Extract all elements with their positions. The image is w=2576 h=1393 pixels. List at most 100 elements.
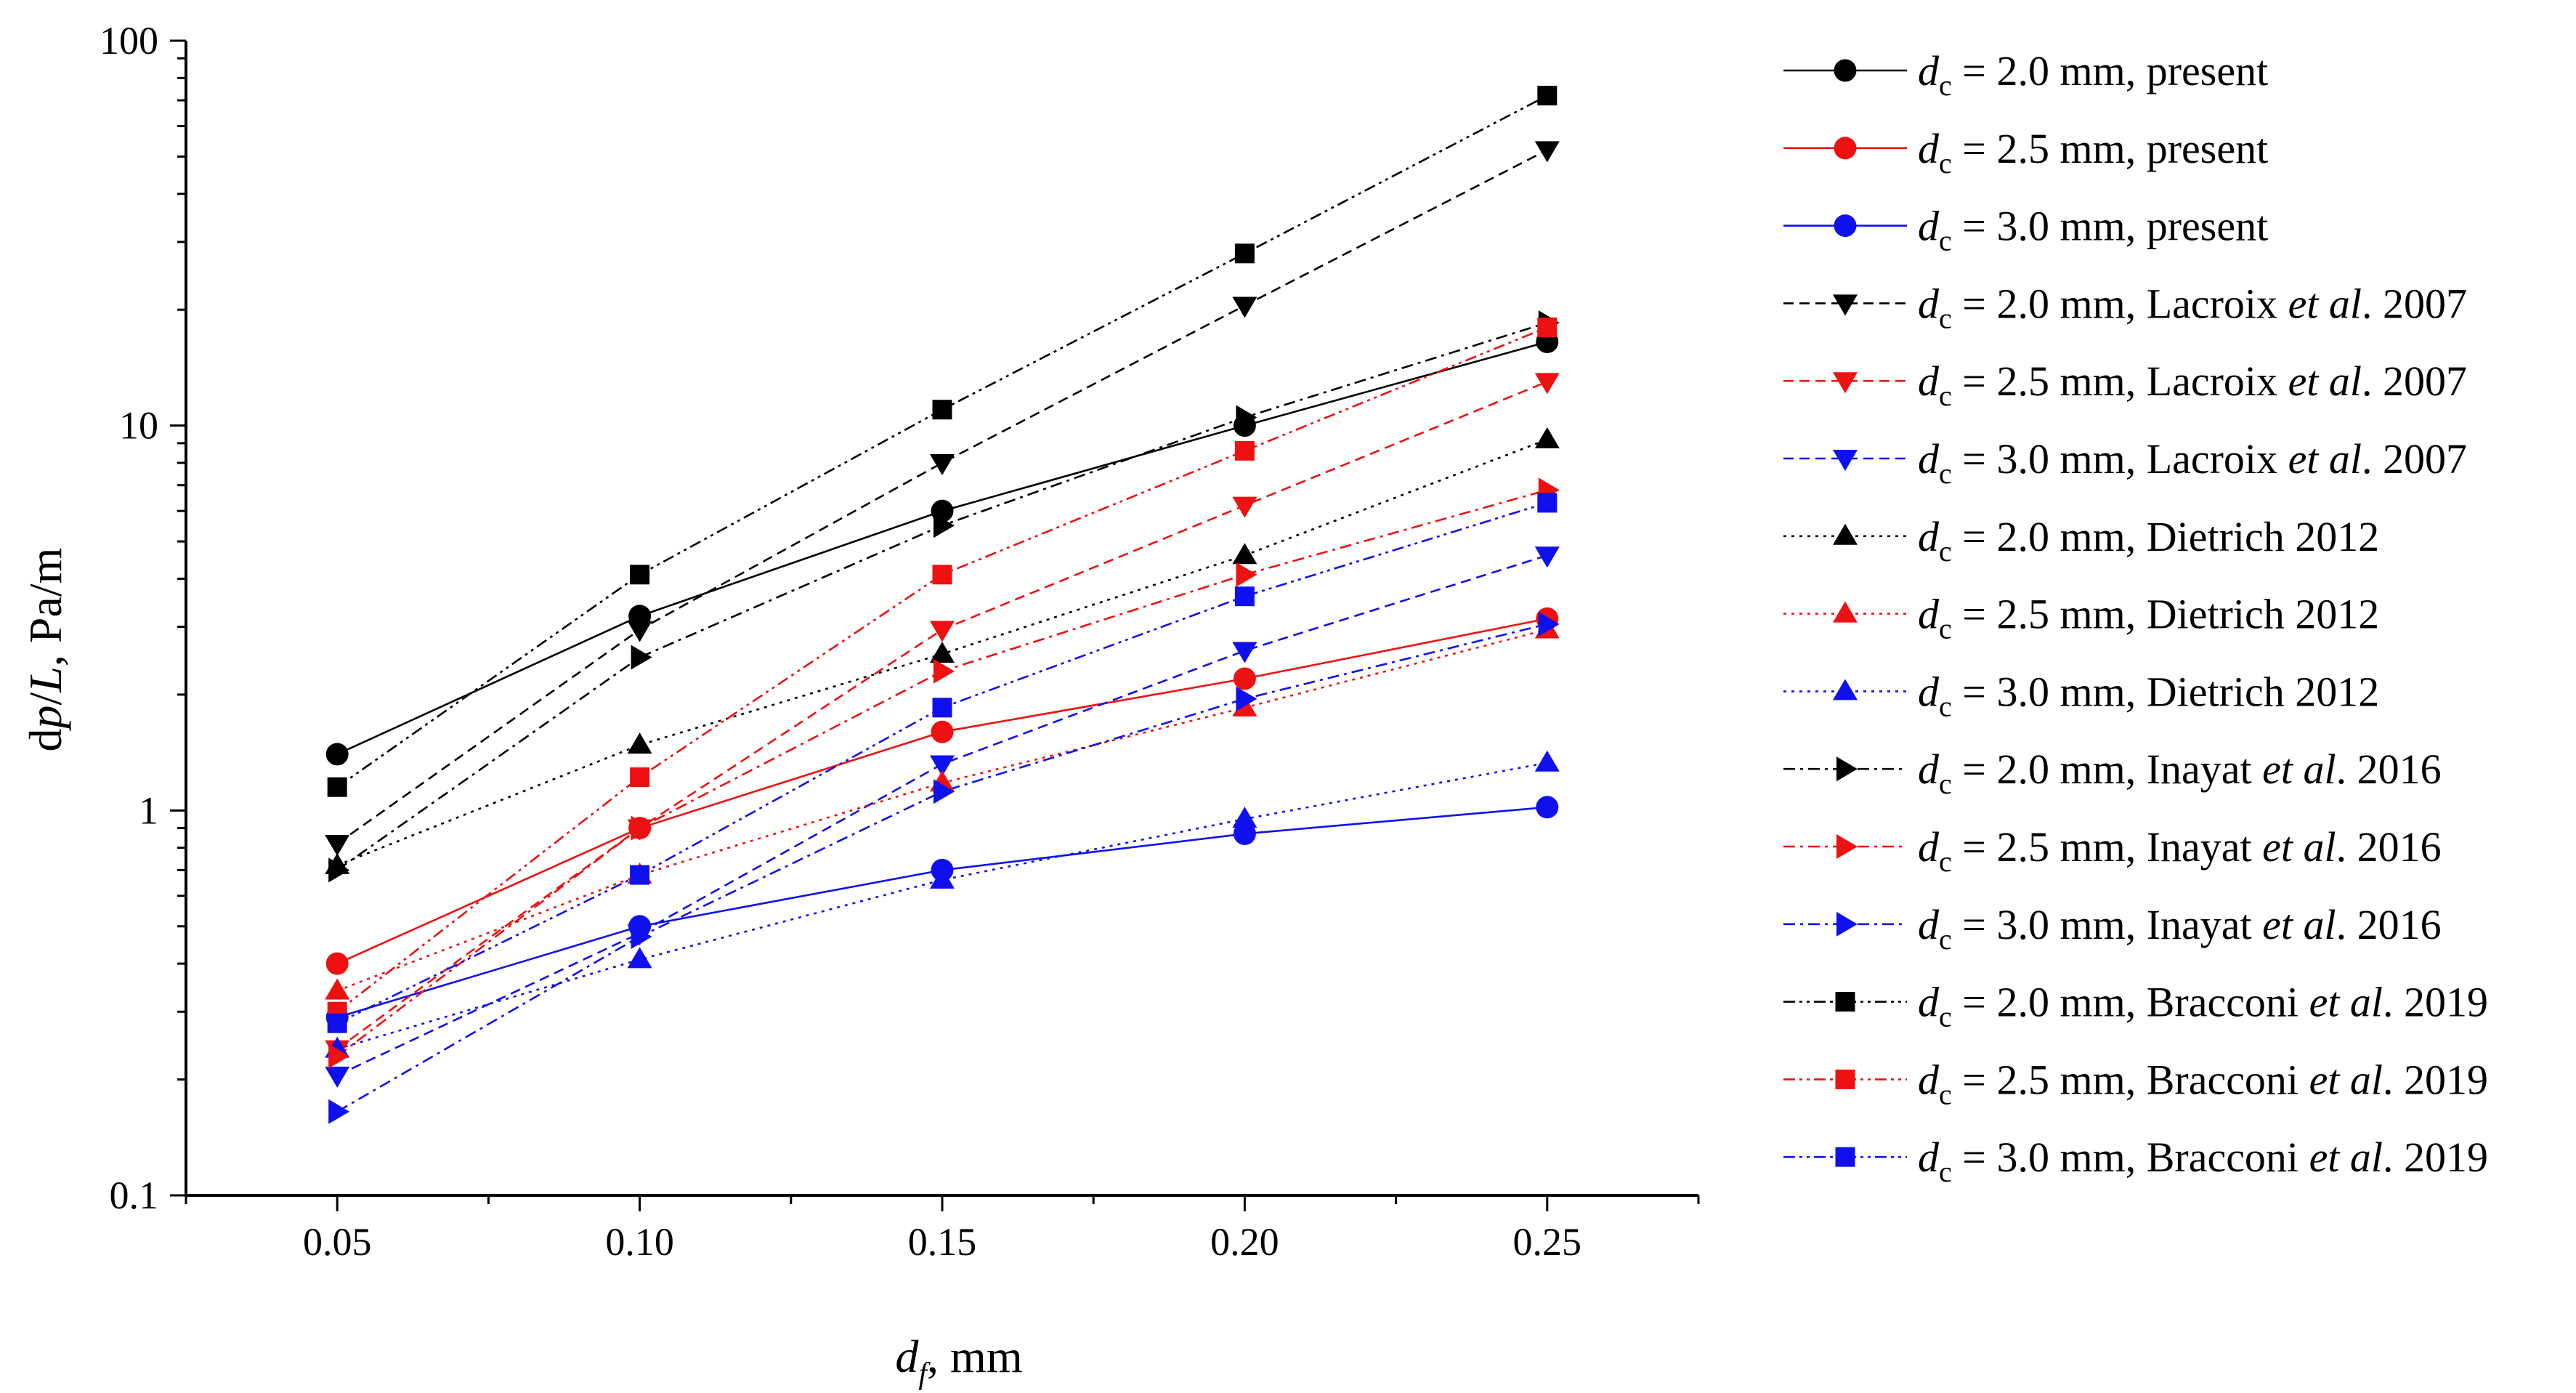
x-axis-label: df, mm	[895, 1331, 1022, 1391]
legend-label: dc = 3.0 mm, Lacroix et al. 2007	[1918, 435, 2467, 490]
data-point	[1233, 822, 1256, 845]
legend-label: dc = 2.5 mm, present	[1918, 125, 2268, 179]
data-point	[1232, 543, 1257, 565]
data-point	[933, 513, 955, 538]
data-point	[325, 952, 349, 975]
series-line	[336, 806, 1547, 1019]
data-point	[1234, 440, 1255, 461]
legend-marker	[1834, 214, 1857, 238]
data-point	[1537, 317, 1558, 337]
series-line	[336, 629, 1548, 992]
legend-marker	[1835, 992, 1855, 1012]
data-point	[932, 698, 952, 718]
data-point	[930, 621, 955, 642]
data-point	[327, 1013, 347, 1033]
data-point	[1232, 296, 1257, 318]
legend-item: dc = 3.0 mm, Dietrich 2012	[1783, 668, 2379, 722]
series-line	[336, 762, 1548, 1050]
data-point	[1536, 796, 1559, 819]
data-point	[1234, 586, 1255, 607]
data-point	[932, 565, 952, 585]
data-point	[933, 779, 955, 804]
data-point	[931, 720, 954, 743]
data-point	[631, 645, 652, 670]
legend-label: dc = 2.5 mm, Dietrich 2012	[1918, 591, 2379, 645]
data-point	[325, 743, 349, 766]
x-tick-label: 0.25	[1513, 1220, 1582, 1264]
series-markers	[325, 86, 1560, 1124]
legend-item: dc = 2.0 mm, Inayat et al. 2016	[1783, 746, 2442, 800]
legend-label: dc = 2.0 mm, present	[1918, 47, 2268, 102]
legend-item: dc = 2.0 mm, present	[1783, 47, 2268, 102]
legend-item: dc = 2.5 mm, Inayat et al. 2016	[1783, 823, 2442, 878]
x-tick-label: 0.05	[303, 1220, 372, 1264]
data-point	[1236, 405, 1257, 430]
legend-marker	[1835, 1069, 1855, 1089]
legend-label: dc = 3.0 mm, Dietrich 2012	[1918, 668, 2379, 722]
data-point	[1534, 546, 1560, 568]
legend-label: dc = 3.0 mm, present	[1918, 203, 2268, 257]
series-line	[336, 94, 1548, 788]
data-point	[1236, 686, 1257, 711]
legend-label: dc = 2.5 mm, Lacroix et al. 2007	[1918, 358, 2467, 412]
data-point	[932, 400, 952, 420]
series-line	[336, 326, 1548, 1013]
legend-marker	[1833, 294, 1858, 316]
data-point	[930, 642, 955, 663]
data-point	[1534, 141, 1560, 163]
legend-marker	[1835, 1147, 1855, 1167]
legend-marker	[1833, 450, 1858, 471]
legend-item: dc = 2.5 mm, Bracconi et al. 2019	[1783, 1056, 2488, 1110]
legend-item: dc = 3.0 mm, Bracconi et al. 2019	[1783, 1134, 2488, 1188]
legend-item: dc = 2.0 mm, Dietrich 2012	[1783, 513, 2379, 568]
data-point	[1234, 243, 1255, 264]
data-point	[1232, 807, 1257, 828]
data-point	[328, 1099, 350, 1124]
x-axis: 0.05 0.10 0.15 0.20 0.25	[185, 1194, 1700, 1264]
data-point	[930, 453, 955, 475]
legend-marker	[1833, 679, 1858, 700]
data-point	[328, 857, 350, 883]
x-tick-label: 0.20	[1210, 1220, 1279, 1264]
data-point	[630, 565, 650, 585]
y-tick-label: 100	[100, 19, 158, 62]
data-point	[933, 658, 955, 684]
legend-label: dc = 3.0 mm, Bracconi et al. 2019	[1918, 1134, 2488, 1188]
legend-label: dc = 2.5 mm, Inayat et al. 2016	[1918, 823, 2442, 878]
legend-item: dc = 2.5 mm, Lacroix et al. 2007	[1783, 358, 2467, 412]
data-point	[627, 732, 652, 754]
data-point	[1538, 611, 1560, 637]
legend-label: dc = 2.0 mm, Dietrich 2012	[1918, 513, 2379, 568]
series-line	[336, 149, 1548, 845]
legend-marker	[1833, 523, 1858, 545]
legend-marker	[1834, 59, 1857, 82]
data-point	[930, 867, 955, 889]
legend-label: dc = 2.0 mm, Lacroix et al. 2007	[1918, 280, 2467, 334]
data-point	[930, 755, 955, 777]
y-axis: 0.1 1 10 100	[100, 19, 187, 1217]
data-point	[1236, 562, 1257, 587]
data-point	[1232, 496, 1257, 518]
legend-marker	[1833, 601, 1858, 623]
series-lines	[336, 94, 1548, 1113]
data-point	[630, 865, 650, 885]
legend-label: dc = 2.5 mm, Bracconi et al. 2019	[1918, 1056, 2488, 1110]
data-point	[325, 1066, 350, 1088]
x-tick-label: 0.15	[908, 1220, 977, 1264]
legend-item: dc = 3.0 mm, present	[1783, 203, 2268, 257]
legend-item: dc = 3.0 mm, Lacroix et al. 2007	[1783, 435, 2467, 490]
data-point	[630, 767, 650, 788]
data-point	[325, 978, 350, 1000]
data-point	[631, 815, 652, 841]
legend-item: dc = 2.5 mm, Dietrich 2012	[1783, 591, 2379, 645]
legend-item: dc = 2.0 mm, Lacroix et al. 2007	[1783, 280, 2467, 334]
y-tick-label: 0.1	[110, 1174, 159, 1217]
legend-marker	[1836, 834, 1858, 859]
y-axis-label: dp/L, Pa/m	[20, 548, 71, 752]
data-point	[1534, 427, 1560, 448]
data-point	[327, 777, 347, 797]
data-point	[1537, 86, 1558, 106]
legend-marker	[1833, 372, 1858, 394]
data-point	[631, 924, 652, 950]
legend: dc = 2.0 mm, present dc = 2.5 mm, present…	[1783, 47, 2488, 1188]
